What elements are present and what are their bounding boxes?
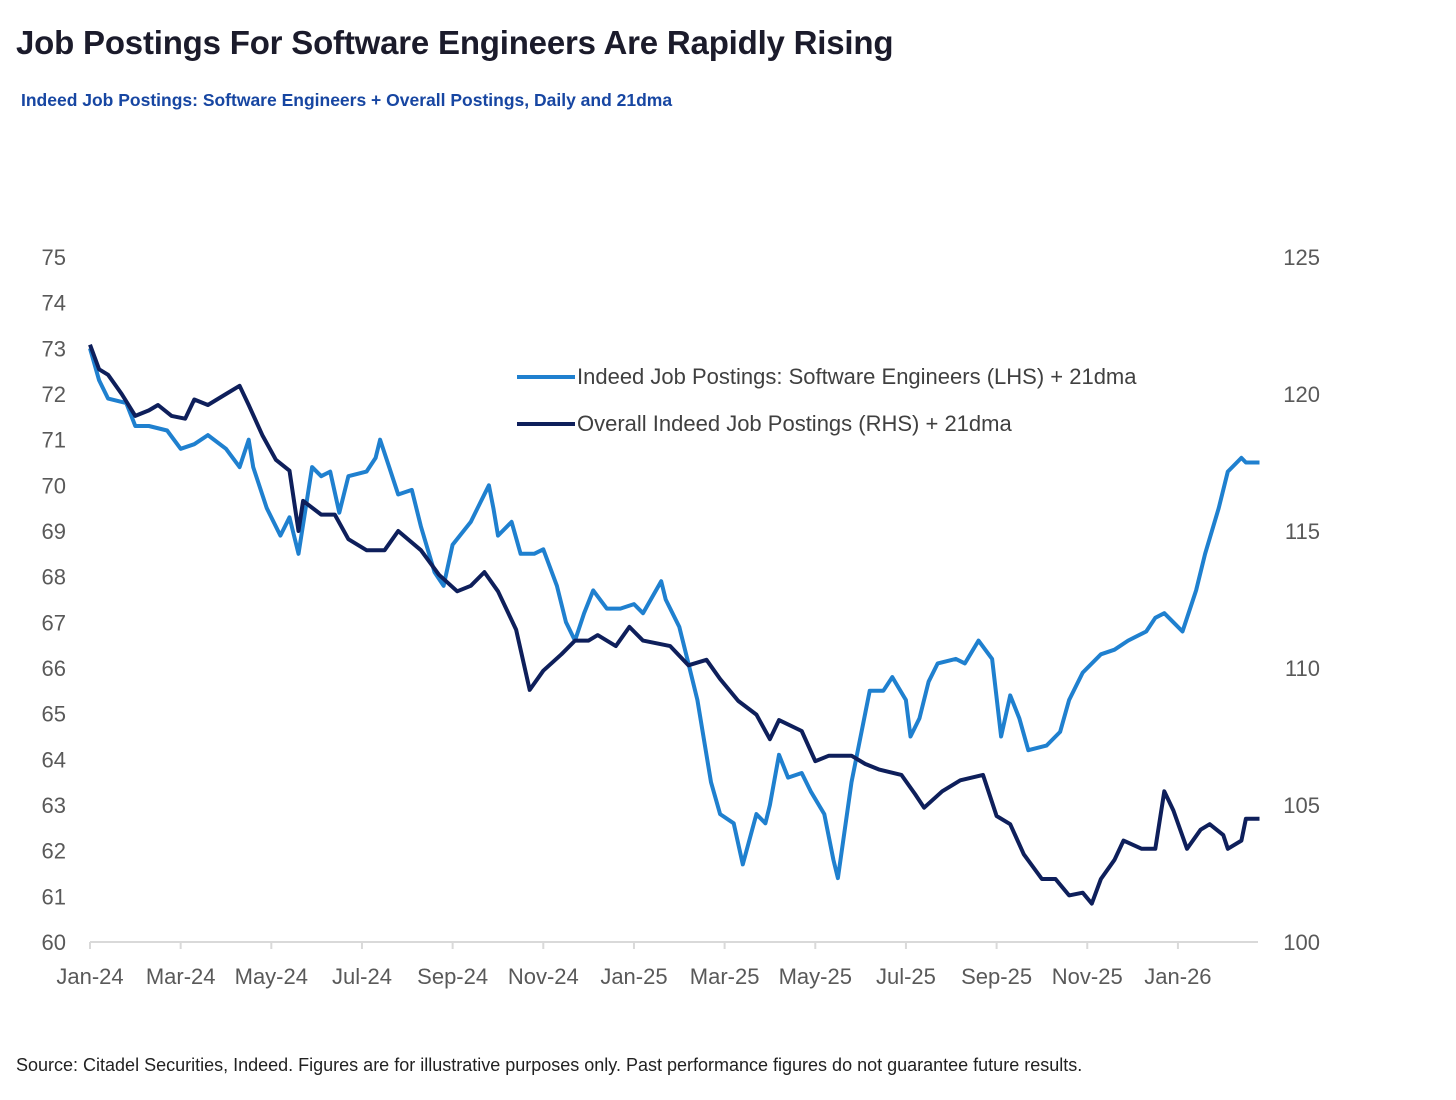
y-left-tick-label: 72 [42,382,66,407]
legend-label-overall: Overall Indeed Job Postings (RHS) + 21dm… [577,411,1012,436]
legend-label-software: Indeed Job Postings: Software Engineers … [577,364,1137,389]
y-left-tick-label: 61 [42,884,66,909]
x-tick-label: Sep-24 [417,964,488,989]
x-tick-label: Nov-25 [1052,964,1123,989]
x-tick-label: May-25 [779,964,852,989]
x-tick-label: Jan-25 [600,964,667,989]
y-right-tick-label: 105 [1283,793,1320,818]
x-tick-label: Jul-25 [876,964,936,989]
y-left-tick-label: 71 [42,428,66,453]
y-left-tick-label: 63 [42,793,66,818]
chart-title: Job Postings For Software Engineers Are … [16,24,894,61]
y-left-tick-label: 65 [42,702,66,727]
series-lines [88,344,1260,906]
y-right-tick-label: 125 [1283,245,1320,270]
y-left-tick-label: 75 [42,245,66,270]
y-left-tick-label: 68 [42,565,66,590]
x-tick-label: Jan-24 [56,964,123,989]
x-tick-label: May-24 [235,964,308,989]
chart-subtitle: Indeed Job Postings: Software Engineers … [21,90,673,110]
x-tick-label: Sep-25 [961,964,1032,989]
y-left-tick-label: 69 [42,519,66,544]
y-right-tick-label: 100 [1283,930,1320,955]
overall-postings-line [88,344,1260,906]
y-left-tick-label: 62 [42,839,66,864]
x-tick-label: Jul-24 [332,964,392,989]
software-engineers-line [88,347,1260,881]
x-tick-label: Nov-24 [508,964,579,989]
axes: Jan-24 Mar-24 May-24 Jul-24 Sep-24 Nov-24 Jan-… [42,245,1320,989]
y-left-tick-label: 74 [42,291,66,316]
x-tick-label: Mar-25 [690,964,760,989]
y-left-tick-label: 60 [42,930,66,955]
source-note: Source: Citadel Securities, Indeed. Figu… [16,1055,1083,1075]
y-left-tick-label: 64 [42,747,66,772]
y-right-tick-label: 120 [1283,382,1320,407]
y-left-tick-label: 66 [42,656,66,681]
y-left-tick-label: 70 [42,473,66,498]
y-right-tick-label: 115 [1285,519,1320,544]
legend: Indeed Job Postings: Software Engineers … [517,364,1137,436]
x-tick-label: Mar-24 [146,964,216,989]
y-left-tick-label: 67 [42,610,66,635]
y-right-tick-label: 110 [1285,656,1320,681]
x-tick-label: Jan-26 [1144,964,1211,989]
y-left-tick-label: 73 [42,336,66,361]
